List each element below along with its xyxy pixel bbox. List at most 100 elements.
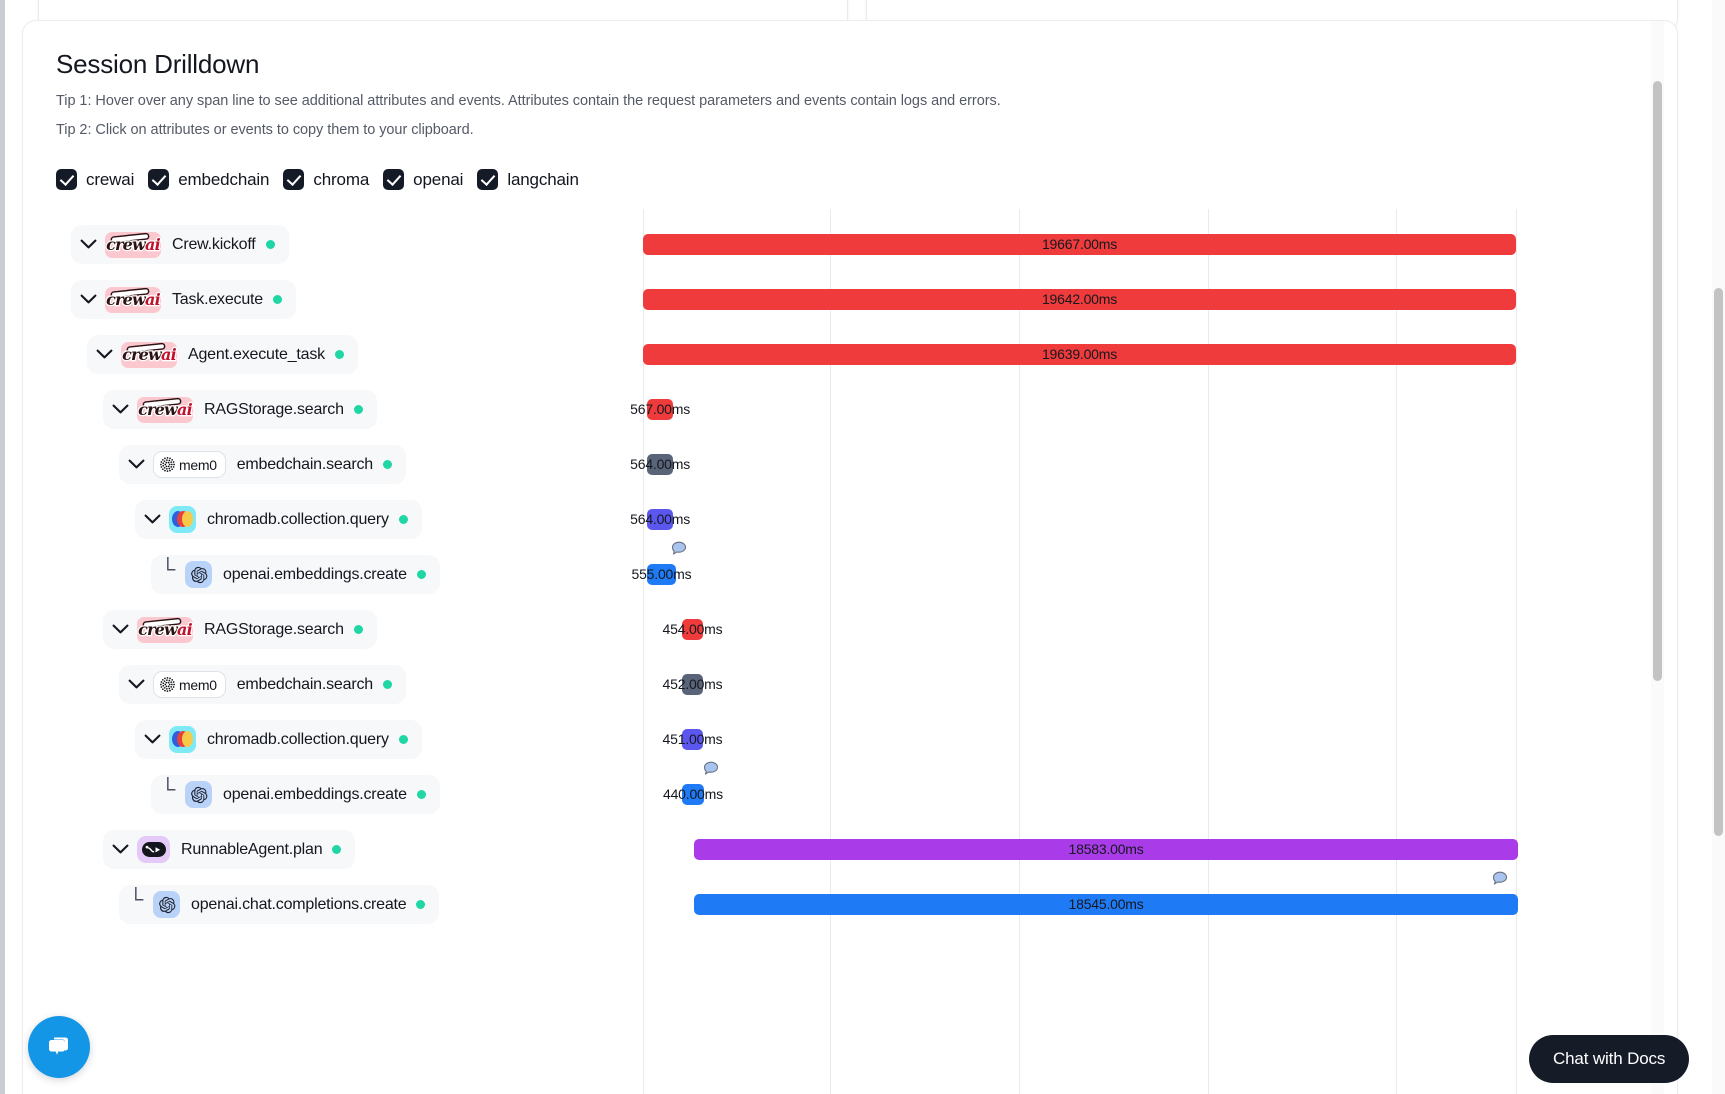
chevron-down-icon[interactable]	[103, 610, 137, 649]
openai-logo-icon	[153, 891, 180, 918]
span-name: RAGStorage.search	[204, 620, 344, 638]
filter-chroma[interactable]: chroma	[283, 169, 369, 190]
checkbox-chroma[interactable]	[283, 169, 305, 190]
span-duration-bar[interactable]	[694, 839, 1518, 860]
span-row[interactable]: └ openai.chat.completions.create	[23, 877, 683, 932]
span-name: Agent.execute_task	[188, 345, 325, 363]
span-row[interactable]: crewai Agent.execute_task	[23, 327, 683, 382]
mem0-logo-icon: mem0	[153, 451, 226, 478]
span-row[interactable]: RunnableAgent.plan	[23, 822, 683, 877]
span-pill[interactable]: RunnableAgent.plan	[103, 830, 356, 869]
span-duration-bar[interactable]	[694, 894, 1518, 915]
span-duration-label: 19667.00ms	[1041, 236, 1118, 252]
span-row[interactable]: mem0 embedchain.search	[23, 657, 683, 712]
span-duration-bar[interactable]	[643, 289, 1516, 310]
checkbox-crewai[interactable]	[56, 169, 77, 190]
chevron-down-icon[interactable]	[71, 225, 105, 264]
chevron-down-icon[interactable]	[119, 445, 153, 484]
filter-langchain[interactable]: langchain	[477, 169, 579, 190]
timeline-row: 19667.00ms	[643, 217, 1543, 272]
span-pill[interactable]: mem0 embedchain.search	[119, 665, 406, 704]
span-event-marker-icon[interactable]	[1490, 870, 1510, 890]
panel-scrollbar-track[interactable]	[1651, 21, 1664, 1094]
span-duration-bar[interactable]	[647, 399, 674, 420]
span-row[interactable]: crewai Crew.kickoff	[23, 217, 683, 272]
span-row[interactable]: └ openai.embeddings.create	[23, 547, 683, 602]
span-row[interactable]: crewai RAGStorage.search	[23, 602, 683, 657]
library-filter-group: crewai embedchain chroma openai langchain	[56, 169, 579, 190]
span-duration-label: 564.00ms	[630, 456, 691, 472]
crewai-logo-icon: crewai	[105, 286, 161, 313]
span-duration-bar[interactable]	[681, 729, 704, 750]
elbow-connector-icon: └	[160, 778, 176, 801]
checkbox-openai[interactable]	[383, 169, 405, 190]
span-pill[interactable]: crewai RAGStorage.search	[103, 390, 377, 429]
page-scrollbar-track[interactable]	[1712, 0, 1725, 1094]
span-name: chromadb.collection.query	[207, 730, 389, 748]
filter-crewai[interactable]: crewai	[56, 169, 134, 190]
chevron-down-icon[interactable]	[119, 665, 153, 704]
span-row[interactable]: chromadb.collection.query	[23, 712, 683, 767]
timeline-gridline	[1208, 209, 1210, 1094]
filter-embedchain[interactable]: embedchain	[148, 169, 270, 190]
span-row[interactable]: crewai Task.execute	[23, 272, 683, 327]
timeline-gridline	[1396, 209, 1398, 1094]
span-pill[interactable]: chromadb.collection.query	[135, 500, 422, 539]
span-event-marker-icon[interactable]	[701, 760, 721, 780]
span-name: RunnableAgent.plan	[181, 840, 323, 858]
status-dot	[353, 625, 363, 634]
panel-scrollbar-thumb[interactable]	[1653, 81, 1662, 681]
status-dot	[272, 295, 282, 304]
span-pill[interactable]: └ openai.embeddings.create	[151, 775, 440, 814]
span-duration-bar[interactable]	[681, 619, 704, 640]
span-duration-bar[interactable]	[643, 344, 1516, 365]
checkbox-embedchain[interactable]	[148, 169, 170, 190]
span-pill[interactable]: └ openai.embeddings.create	[151, 555, 440, 594]
span-duration-label: 19639.00ms	[1041, 346, 1118, 362]
span-pill[interactable]: └ openai.chat.completions.create	[119, 885, 440, 924]
span-pill[interactable]: crewai RAGStorage.search	[103, 610, 377, 649]
span-pill[interactable]: chromadb.collection.query	[135, 720, 422, 759]
page-scrollbar-thumb[interactable]	[1714, 288, 1723, 836]
span-row[interactable]: └ openai.embeddings.create	[23, 767, 683, 822]
span-duration-bar[interactable]	[643, 234, 1516, 255]
span-duration-label: 18583.00ms	[1068, 841, 1144, 857]
span-name: openai.chat.completions.create	[191, 895, 407, 913]
chevron-down-icon[interactable]	[103, 830, 137, 869]
span-duration-bar[interactable]	[681, 674, 704, 695]
span-name: openai.embeddings.create	[223, 785, 407, 803]
span-pill[interactable]: crewai Task.execute	[71, 280, 296, 319]
chat-widget-button[interactable]	[28, 1016, 90, 1078]
chevron-down-icon[interactable]	[87, 335, 121, 374]
span-duration-bar[interactable]	[647, 454, 674, 475]
span-row[interactable]: crewai RAGStorage.search	[23, 382, 683, 437]
timeline-gridline	[830, 209, 832, 1094]
span-duration-label: 454.00ms	[662, 621, 723, 637]
status-dot	[398, 515, 408, 524]
span-row[interactable]: mem0 embedchain.search	[23, 437, 683, 492]
chevron-down-icon[interactable]	[103, 390, 137, 429]
span-duration-bar[interactable]	[681, 784, 705, 805]
chevron-down-icon[interactable]	[71, 280, 105, 319]
span-pill[interactable]: crewai Agent.execute_task	[87, 335, 358, 374]
span-name: embedchain.search	[236, 455, 373, 473]
filter-label: crewai	[86, 169, 135, 189]
span-pill[interactable]: mem0 embedchain.search	[119, 445, 406, 484]
timeline-row: 564.00ms	[630, 492, 1543, 547]
span-event-marker-icon[interactable]	[669, 540, 689, 560]
span-row[interactable]: chromadb.collection.query	[23, 492, 683, 547]
timeline-row: 19642.00ms	[643, 272, 1543, 327]
span-duration-bar[interactable]	[647, 564, 676, 585]
chevron-down-icon[interactable]	[135, 500, 169, 539]
page-title: Session Drilldown	[56, 49, 260, 79]
span-duration-bar[interactable]	[647, 509, 674, 530]
chat-with-docs-button[interactable]: Chat with Docs	[1529, 1035, 1690, 1083]
filter-openai[interactable]: openai	[383, 169, 463, 190]
span-name: chromadb.collection.query	[207, 510, 389, 528]
span-pill[interactable]: crewai Crew.kickoff	[71, 225, 289, 264]
timeline-row: 567.00ms	[630, 382, 1543, 437]
timeline-gridline	[1516, 209, 1517, 1094]
chevron-down-icon[interactable]	[135, 720, 169, 759]
checkbox-langchain[interactable]	[477, 169, 499, 190]
timeline-row: 564.00ms	[630, 437, 1543, 492]
